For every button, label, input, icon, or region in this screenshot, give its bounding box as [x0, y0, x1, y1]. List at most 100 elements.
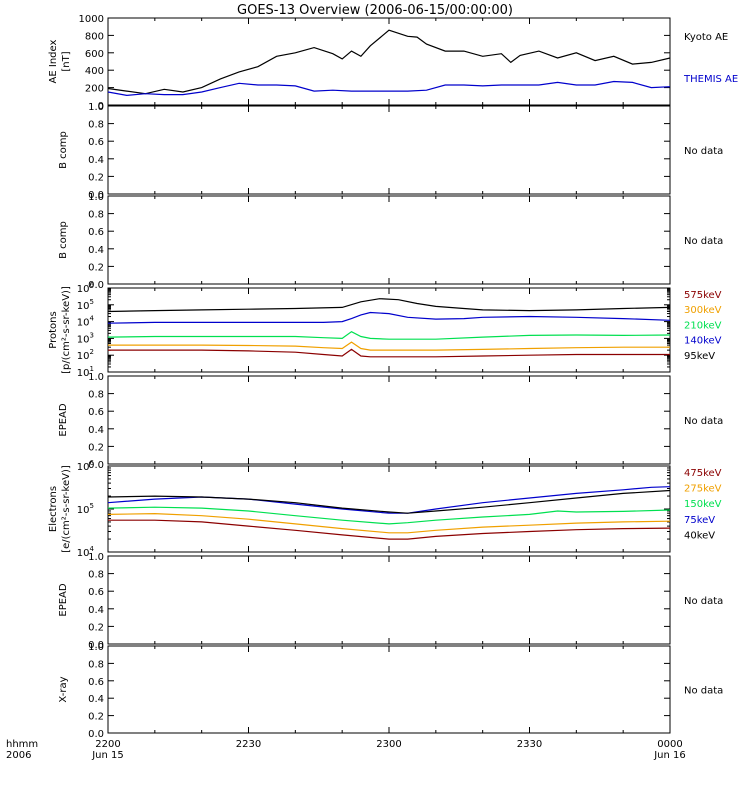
y-axis-label: [e/(cm²-s-sr-keV)]	[61, 465, 72, 553]
no-data-label: No data	[684, 416, 723, 427]
y-tick-label: 0.6	[88, 137, 104, 148]
x-tick-label: 0000	[657, 739, 682, 750]
no-data-label: No data	[684, 236, 723, 247]
y-tick-label: 0.2	[88, 622, 104, 633]
no-data-label: No data	[684, 596, 723, 607]
y-tick-label: 0.2	[88, 262, 104, 273]
panel-bcomp2: 0.0 0.2 0.4 0.6 0.8 1.0 B comp No data	[58, 192, 723, 291]
y-tick-label: 1.0	[88, 552, 104, 563]
legend-label: 75keV	[684, 515, 715, 526]
y-tick-label: 0.6	[88, 587, 104, 598]
panel-frame	[107, 105, 671, 195]
x-tick-label: 2230	[236, 739, 261, 750]
y-tick-label: 0.4	[88, 605, 104, 616]
series-line-95kev	[107, 298, 671, 313]
panel-frame	[107, 287, 671, 373]
y-tick-label: 600	[85, 49, 104, 60]
y-tick-label: 106	[77, 281, 95, 295]
x-row-label: 2006	[6, 750, 31, 761]
y-tick-label: 102	[77, 348, 94, 362]
y-axis-label: Electrons	[48, 486, 59, 532]
y-tick-label: 0.8	[88, 570, 104, 581]
legend-label: THEMIS AE	[683, 74, 738, 85]
y-tick-label: 0.6	[88, 677, 104, 688]
y-tick-label: 0.0	[88, 190, 104, 201]
series-line-40kev	[107, 489, 671, 514]
series-line-75kev	[107, 486, 671, 514]
panel-frame	[107, 195, 671, 285]
legend-label: 150keV	[684, 499, 722, 510]
panel-bcomp1: 0.0 0.2 0.4 0.6 0.8 1.0 B comp No data	[58, 102, 723, 201]
y-tick-label: 0.8	[88, 390, 104, 401]
no-data-label: No data	[684, 686, 723, 697]
y-axis-label: [nT]	[61, 51, 72, 71]
y-tick-label: 1.0	[88, 642, 104, 653]
x-tick-label: 2300	[376, 739, 401, 750]
legend-label: 40keV	[684, 530, 715, 541]
series-line-150kev	[107, 506, 671, 525]
y-tick-label: 0.4	[88, 245, 104, 256]
panel-epead2: 0.0 0.2 0.4 0.6 0.8 1.0 EPEAD No data	[58, 552, 723, 651]
y-tick-label: 400	[85, 66, 104, 77]
panel-frame	[107, 645, 671, 734]
y-tick-label: 0.4	[88, 694, 104, 705]
legend-label: 140keV	[684, 336, 722, 347]
y-tick-label: 0.0	[88, 460, 104, 471]
legend-label: 475keV	[684, 468, 722, 479]
y-axis-label: B comp	[58, 131, 69, 169]
y-axis-label: EPEAD	[58, 403, 69, 437]
y-tick-exponent: 4	[90, 545, 95, 553]
y-tick-label: 0.0	[88, 729, 104, 740]
y-tick-label: 200	[85, 84, 104, 95]
y-tick-exponent: 3	[90, 331, 94, 339]
series-line-575kev	[108, 348, 670, 358]
series-line-140kev	[107, 311, 671, 324]
y-tick-label: 0.0	[88, 640, 104, 651]
y-tick-label: 0.8	[88, 659, 104, 670]
y-axis-label: AE Index	[48, 39, 59, 83]
y-tick-label: 104	[77, 315, 95, 329]
panel-frame	[107, 555, 671, 645]
y-tick-label: 0.4	[88, 425, 104, 436]
y-tick-label: 103	[77, 331, 94, 345]
y-tick-label: 0.2	[88, 712, 104, 723]
x-tick-label: 2200	[95, 739, 120, 750]
y-tick-label: 0.0	[88, 280, 104, 291]
y-tick-exponent: 6	[90, 459, 95, 467]
legend-label: 300keV	[684, 305, 722, 316]
x-row-label: hhmm	[6, 739, 38, 750]
series-line-300kev	[108, 341, 670, 351]
y-tick-label: 0	[98, 101, 104, 112]
y-tick-label: 0.2	[88, 172, 104, 183]
y-tick-label: 1.0	[88, 372, 104, 383]
y-tick-label: 0.2	[88, 442, 104, 453]
y-axis-label: [p/(cm²-s-sr-keV)]	[61, 286, 72, 374]
series-line-themis-ae	[107, 80, 671, 97]
panel-epead1: 0.0 0.2 0.4 0.6 0.8 1.0 EPEAD No data	[58, 372, 723, 471]
no-data-label: No data	[684, 146, 723, 157]
series-line-kyoto-ae	[107, 29, 671, 95]
panel-frame	[107, 17, 671, 106]
y-tick-exponent: 6	[90, 281, 95, 289]
y-tick-label: 1.0	[88, 102, 104, 113]
y-tick-exponent: 5	[90, 298, 94, 306]
panel-ae: 0 200 400 600 800 1000 AE Index [nT] Kyoto AE THE…	[48, 14, 738, 112]
y-axis-label: EPEAD	[58, 583, 69, 617]
y-tick-label: 0.4	[88, 155, 104, 166]
series-line-475kev	[108, 519, 671, 540]
y-axis-label: B comp	[58, 221, 69, 259]
y-tick-label: 0.6	[88, 407, 104, 418]
series-line-275kev	[107, 512, 671, 534]
y-axis-label: X-ray	[58, 676, 69, 702]
legend-label: 575keV	[684, 290, 722, 301]
legend-label: Kyoto AE	[684, 32, 728, 43]
panel-xray: 0.0 0.2 0.4 0.6 0.8 1.0 X-ray No data	[58, 642, 723, 740]
y-tick-label: 0.8	[88, 120, 104, 131]
legend-label: 210keV	[684, 320, 722, 331]
x-tick-label: 2330	[517, 739, 542, 750]
panel-frame	[107, 375, 671, 465]
y-tick-exponent: 4	[90, 315, 95, 323]
